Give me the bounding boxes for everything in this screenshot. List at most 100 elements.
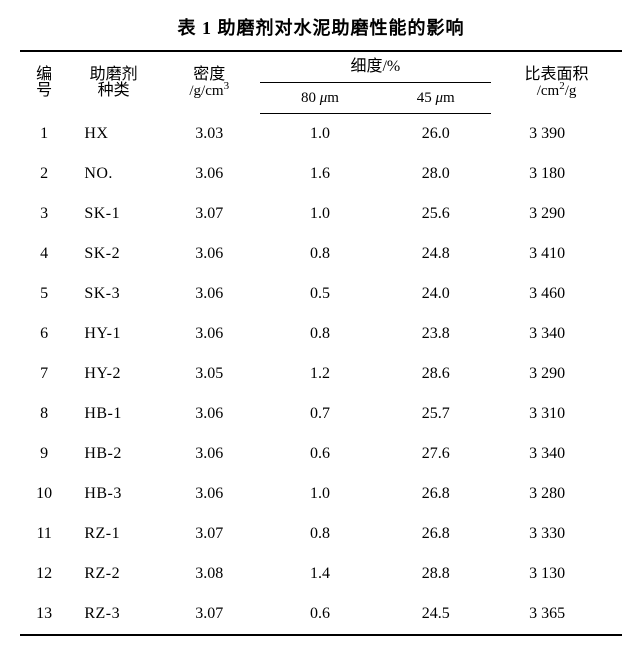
cell-density: 3.06: [159, 314, 260, 354]
cell-fineness-45: 28.6: [380, 354, 491, 394]
table-row: 11RZ-13.070.826.83 330: [20, 514, 622, 554]
cell-id: 9: [20, 434, 68, 474]
col-subheader-80um-text: 80 μm: [301, 90, 339, 106]
cell-ssa: 3 365: [491, 594, 622, 635]
cell-density: 3.05: [159, 354, 260, 394]
cell-id: 5: [20, 274, 68, 314]
cell-fineness-45: 26.8: [380, 474, 491, 514]
table-container: 表 1 助磨剂对水泥助磨性能的影响 编 号 助磨剂 种类 密度 /g/cm3: [0, 0, 642, 652]
col-subheader-45um-text: 45 μm: [417, 90, 455, 106]
cell-fineness-80: 1.6: [260, 154, 381, 194]
cell-kind: HB-2: [68, 434, 159, 474]
col-subheader-45-m: m: [443, 90, 455, 106]
data-table: 编 号 助磨剂 种类 密度 /g/cm3 细度/% 比表面积 /cm2/g: [20, 50, 622, 636]
cell-kind: SK-3: [68, 274, 159, 314]
col-header-ssa-unit: /cm2/g: [537, 83, 577, 99]
col-header-id: 编 号: [20, 51, 68, 114]
col-header-density-unit: /g/cm3: [189, 83, 229, 99]
cell-fineness-45: 23.8: [380, 314, 491, 354]
cell-ssa: 3 340: [491, 434, 622, 474]
col-header-id-l1: 编: [36, 66, 52, 83]
table-row: 13RZ-33.070.624.53 365: [20, 594, 622, 635]
col-header-kind: 助磨剂 种类: [68, 51, 159, 114]
cell-fineness-45: 25.7: [380, 394, 491, 434]
cell-fineness-80: 0.8: [260, 314, 381, 354]
col-subheader-80um: 80 μm: [260, 83, 381, 114]
cell-fineness-45: 27.6: [380, 434, 491, 474]
cell-density: 3.06: [159, 434, 260, 474]
cell-density: 3.08: [159, 554, 260, 594]
col-subheader-45-value: 45: [417, 90, 436, 106]
cell-kind: RZ-3: [68, 594, 159, 635]
col-header-density-unit-text: /g/cm: [189, 83, 223, 99]
cell-id: 7: [20, 354, 68, 394]
col-header-kind-l1: 助磨剂: [90, 66, 138, 83]
cell-id: 6: [20, 314, 68, 354]
cell-ssa: 3 410: [491, 234, 622, 274]
cell-ssa: 3 280: [491, 474, 622, 514]
cell-fineness-80: 1.0: [260, 194, 381, 234]
table-caption: 表 1 助磨剂对水泥助磨性能的影响: [20, 14, 622, 40]
cell-density: 3.06: [159, 274, 260, 314]
cell-fineness-45: 24.5: [380, 594, 491, 635]
col-header-density-l1: 密度: [193, 66, 225, 83]
col-header-id-l2: 号: [36, 82, 52, 99]
cell-id: 2: [20, 154, 68, 194]
cell-ssa: 3 340: [491, 314, 622, 354]
col-subheader-80-value: 80: [301, 90, 320, 106]
cell-fineness-80: 0.8: [260, 514, 381, 554]
cell-ssa: 3 460: [491, 274, 622, 314]
cell-fineness-80: 1.0: [260, 114, 381, 155]
cell-fineness-80: 0.6: [260, 594, 381, 635]
cell-fineness-80: 0.8: [260, 234, 381, 274]
cell-kind: HB-3: [68, 474, 159, 514]
table-head: 编 号 助磨剂 种类 密度 /g/cm3 细度/% 比表面积 /cm2/g: [20, 51, 622, 114]
cell-fineness-80: 1.2: [260, 354, 381, 394]
col-subheader-80-m: m: [327, 90, 339, 106]
cell-fineness-45: 28.0: [380, 154, 491, 194]
table-row: 8HB-13.060.725.73 310: [20, 394, 622, 434]
col-header-ssa: 比表面积 /cm2/g: [491, 51, 622, 114]
cell-kind: HY-2: [68, 354, 159, 394]
cell-kind: SK-1: [68, 194, 159, 234]
cell-fineness-45: 25.6: [380, 194, 491, 234]
cell-fineness-45: 24.0: [380, 274, 491, 314]
table-row: 2NO.3.061.628.03 180: [20, 154, 622, 194]
cell-kind: SK-2: [68, 234, 159, 274]
cell-id: 11: [20, 514, 68, 554]
cell-kind: HB-1: [68, 394, 159, 434]
cell-fineness-80: 1.4: [260, 554, 381, 594]
cell-density: 3.07: [159, 514, 260, 554]
cell-id: 1: [20, 114, 68, 155]
col-header-density: 密度 /g/cm3: [159, 51, 260, 114]
cell-id: 4: [20, 234, 68, 274]
table-row: 9HB-23.060.627.63 340: [20, 434, 622, 474]
cell-fineness-45: 26.0: [380, 114, 491, 155]
col-header-ssa-unit-a: /cm: [537, 83, 560, 99]
cell-density: 3.03: [159, 114, 260, 155]
table-row: 4SK-23.060.824.83 410: [20, 234, 622, 274]
cell-density: 3.07: [159, 594, 260, 635]
col-header-density-sup: 3: [224, 80, 230, 92]
col-header-fineness-label: 细度/%: [350, 58, 400, 75]
cell-kind: HX: [68, 114, 159, 155]
cell-fineness-80: 0.7: [260, 394, 381, 434]
cell-id: 3: [20, 194, 68, 234]
cell-ssa: 3 290: [491, 354, 622, 394]
cell-density: 3.06: [159, 474, 260, 514]
cell-id: 13: [20, 594, 68, 635]
table-row: 10HB-33.061.026.83 280: [20, 474, 622, 514]
cell-density: 3.07: [159, 194, 260, 234]
cell-density: 3.06: [159, 394, 260, 434]
cell-ssa: 3 390: [491, 114, 622, 155]
mu-icon: μ: [436, 90, 444, 106]
cell-ssa: 3 130: [491, 554, 622, 594]
cell-ssa: 3 290: [491, 194, 622, 234]
table-row: 12RZ-23.081.428.83 130: [20, 554, 622, 594]
cell-fineness-80: 0.6: [260, 434, 381, 474]
cell-ssa: 3 180: [491, 154, 622, 194]
cell-fineness-80: 1.0: [260, 474, 381, 514]
table-row: 3SK-13.071.025.63 290: [20, 194, 622, 234]
cell-ssa: 3 330: [491, 514, 622, 554]
cell-id: 12: [20, 554, 68, 594]
